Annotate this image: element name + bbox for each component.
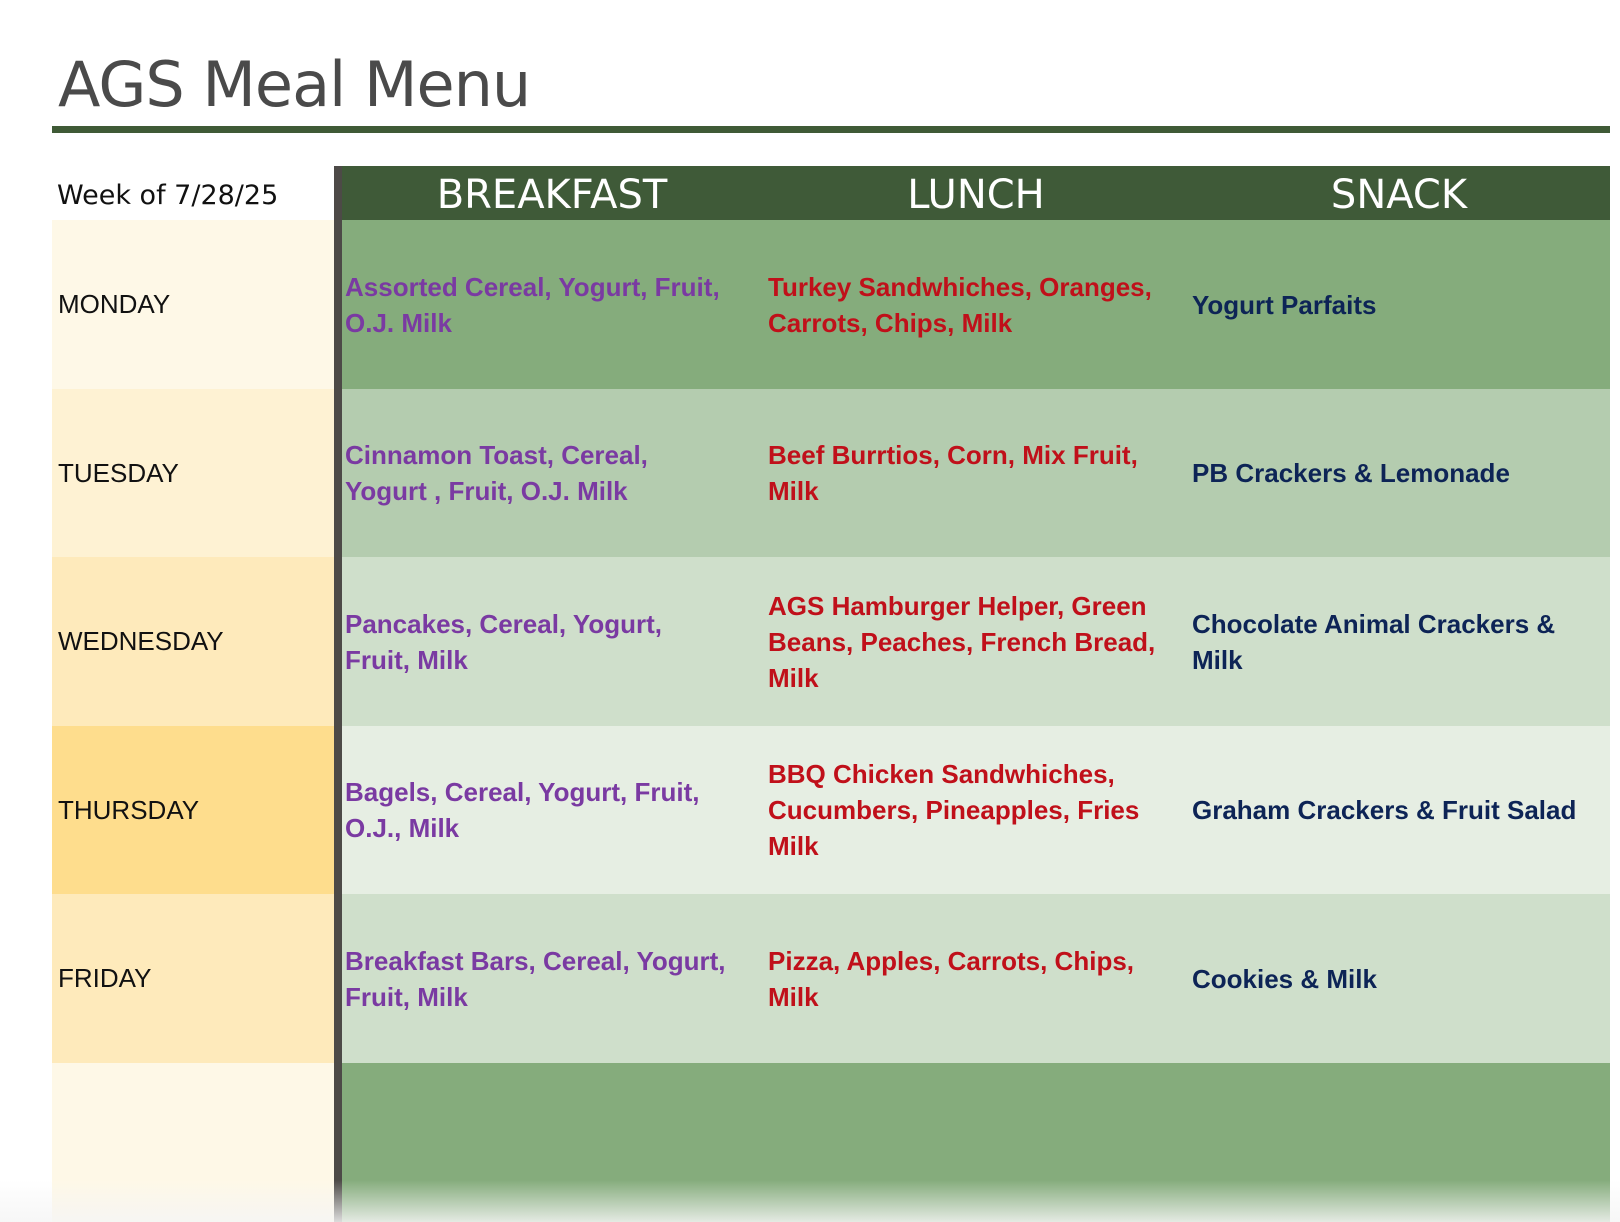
breakfast-cell: Assorted Cereal, Yogurt, Fruit, O.J. Milk <box>345 220 765 389</box>
day-label: WEDNESDAY <box>58 626 224 656</box>
day-column-divider <box>334 166 342 1222</box>
snack-cell: Graham Crackers & Fruit Salad <box>1192 726 1610 894</box>
lunch-text-line: Milk <box>768 981 819 1012</box>
day-cell: FRIDAY <box>52 894 334 1063</box>
lunch-text-line: Carrots, Chips, Milk <box>768 307 1013 338</box>
day-cell: WEDNESDAY <box>52 557 334 726</box>
breakfast-text-line: Cinnamon Toast, Cereal, <box>345 440 648 470</box>
breakfast-text-line: Bagels, Cereal, Yogurt, Fruit, <box>345 777 700 807</box>
lunch-cell <box>768 1063 1188 1222</box>
snack-cell: Chocolate Animal Crackers & Milk <box>1192 557 1610 726</box>
lunch-cell: Pizza, Apples, Carrots, Chips, Milk <box>768 894 1188 1063</box>
week-label: Week of 7/28/25 <box>57 180 279 211</box>
lunch-text-line: Milk <box>768 662 819 693</box>
snack-text-line: Yogurt Parfaits <box>1192 289 1377 320</box>
snack-text-line: Chocolate Animal Crackers & <box>1192 608 1556 639</box>
snack-text-line: PB Crackers & Lemonade <box>1192 458 1510 488</box>
day-label: THURSDAY <box>58 794 200 825</box>
day-label: TUESDAY <box>58 457 179 488</box>
breakfast-text-line: Pancakes, Cereal, Yogurt, <box>345 608 662 639</box>
day-cell: THURSDAY <box>52 726 334 894</box>
breakfast-cell: Breakfast Bars, Cereal, Yogurt, Fruit, Mi… <box>345 894 765 1063</box>
lunch-cell: Beef Burrtios, Corn, Mix Fruit, Milk <box>768 389 1188 557</box>
breakfast-text-line: Breakfast Bars, Cereal, Yogurt, <box>345 945 726 976</box>
lunch-text-line: Pizza, Apples, Carrots, Chips, <box>768 945 1135 976</box>
lunch-column-header: LUNCH <box>907 172 1045 218</box>
snack-text-line: Cookies & Milk <box>1192 963 1377 994</box>
day-cell: TUESDAY <box>52 389 334 557</box>
menu-row: Bagels, Cereal, Yogurt, Fruit, O.J., Milk… <box>342 726 1610 894</box>
breakfast-cell: Pancakes, Cereal, Yogurt, Fruit, Milk <box>345 557 765 726</box>
lunch-text-line: Milk <box>768 476 819 506</box>
day-cell: MONDAY <box>52 220 334 389</box>
snack-cell: PB Crackers & Lemonade <box>1192 389 1610 557</box>
day-cell <box>52 1063 334 1222</box>
lunch-text-line: Beans, Peaches, French Bread, <box>768 626 1156 657</box>
snack-cell: Cookies & Milk <box>1192 894 1610 1063</box>
lunch-cell: AGS Hamburger Helper, Green Beans, Peache… <box>768 557 1188 726</box>
menu-row: Pancakes, Cereal, Yogurt, Fruit, Milk AGS … <box>342 557 1610 726</box>
day-label: FRIDAY <box>58 963 152 993</box>
lunch-cell: BBQ Chicken Sandwhiches, Cucumbers, Pinea… <box>768 726 1188 894</box>
menu-row <box>342 1063 1610 1222</box>
page-title: AGS Meal Menu <box>58 48 531 121</box>
lunch-cell: Turkey Sandwhiches, Oranges, Carrots, Chi… <box>768 220 1188 389</box>
snack-text-line: Graham Crackers & Fruit Salad <box>1192 795 1577 825</box>
column-header-row: BREAKFAST LUNCH SNACK <box>340 166 1610 220</box>
breakfast-text-line: Yogurt , Fruit, O.J. Milk <box>345 476 628 506</box>
menu-row: Assorted Cereal, Yogurt, Fruit, O.J. Milk… <box>342 220 1610 389</box>
breakfast-text-line: Assorted Cereal, Yogurt, Fruit, <box>345 271 720 302</box>
lunch-text-line: Milk <box>768 831 819 861</box>
snack-text-line: Milk <box>1192 644 1243 675</box>
menu-row: Breakfast Bars, Cereal, Yogurt, Fruit, Mi… <box>342 894 1610 1063</box>
breakfast-cell: Bagels, Cereal, Yogurt, Fruit, O.J., Milk <box>345 726 765 894</box>
breakfast-text-line: Fruit, Milk <box>345 644 468 675</box>
breakfast-cell: Cinnamon Toast, Cereal, Yogurt , Fruit, O… <box>345 389 765 557</box>
snack-cell <box>1192 1063 1610 1222</box>
breakfast-text-line: Fruit, Milk <box>345 981 468 1012</box>
snack-cell: Yogurt Parfaits <box>1192 220 1610 389</box>
lunch-text-line: Cucumbers, Pineapples, Fries <box>768 795 1140 825</box>
breakfast-text-line: O.J., Milk <box>345 813 460 843</box>
snack-column-header: SNACK <box>1330 172 1468 218</box>
breakfast-column-header: BREAKFAST <box>436 172 668 218</box>
breakfast-cell <box>345 1063 765 1222</box>
title-underline <box>52 126 1610 133</box>
lunch-text-line: BBQ Chicken Sandwhiches, <box>768 759 1115 789</box>
lunch-text-line: Turkey Sandwhiches, Oranges, <box>768 271 1152 302</box>
menu-row: Cinnamon Toast, Cereal, Yogurt , Fruit, O… <box>342 389 1610 557</box>
lunch-text-line: Beef Burrtios, Corn, Mix Fruit, <box>768 440 1138 470</box>
breakfast-text-line: O.J. Milk <box>345 307 452 338</box>
lunch-text-line: AGS Hamburger Helper, Green <box>768 590 1147 621</box>
day-label: MONDAY <box>58 289 171 319</box>
